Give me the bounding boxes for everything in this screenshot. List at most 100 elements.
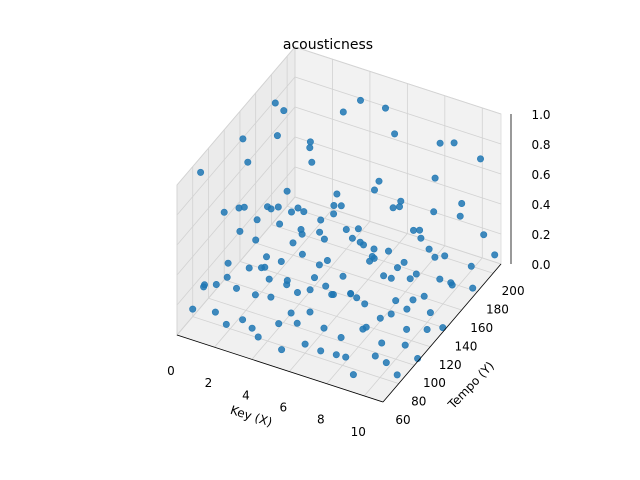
data-point: [476, 155, 484, 163]
data-point: [430, 208, 438, 216]
data-point: [236, 227, 244, 235]
data-point: [412, 270, 420, 278]
data-point: [425, 245, 433, 253]
data-point: [239, 316, 247, 324]
data-point: [431, 253, 439, 261]
data-point: [491, 251, 499, 259]
data-point: [417, 234, 425, 242]
data-point: [361, 300, 369, 308]
data-point: [220, 208, 228, 216]
data-point: [298, 250, 306, 258]
axes-panes: [176, 45, 502, 403]
data-point: [332, 351, 340, 359]
data-point: [306, 138, 314, 146]
x-axis-label: Key (X): [229, 403, 274, 430]
data-point: [308, 158, 316, 166]
data-point: [276, 220, 284, 228]
data-point: [384, 247, 392, 255]
data-point: [267, 293, 275, 301]
data-point: [416, 226, 424, 234]
y-tick-label: 140: [454, 339, 477, 353]
data-point: [387, 310, 395, 318]
data-point: [467, 262, 475, 270]
data-point: [339, 272, 347, 280]
data-point: [469, 284, 477, 292]
data-point: [401, 341, 409, 349]
y-tick-label: 80: [411, 395, 426, 409]
data-point: [300, 208, 308, 216]
data-point: [211, 308, 219, 316]
data-point: [306, 286, 314, 294]
data-point: [293, 319, 301, 327]
data-point: [439, 324, 447, 332]
x-tick-label: 8: [317, 413, 325, 427]
data-point: [271, 99, 279, 107]
data-points: [189, 96, 499, 379]
z-grid-line: [176, 76, 502, 216]
data-point: [248, 324, 256, 332]
axis-lines: [176, 114, 512, 403]
data-point: [397, 197, 405, 205]
data-point: [333, 190, 341, 198]
data-point: [431, 174, 439, 182]
data-point: [409, 226, 417, 234]
z-grid-line: [176, 106, 502, 246]
x-axis-line: [176, 334, 384, 403]
data-point: [253, 216, 261, 224]
data-point: [403, 325, 411, 333]
data-point: [356, 238, 364, 246]
data-point: [353, 294, 361, 302]
data-point: [381, 104, 389, 112]
data-point: [323, 256, 331, 264]
data-point: [342, 226, 350, 234]
data-point: [240, 203, 248, 211]
data-point: [254, 333, 262, 341]
data-point: [223, 273, 231, 281]
z-tick-label: 0.6: [531, 168, 550, 182]
data-point: [244, 158, 252, 166]
data-point: [376, 314, 384, 322]
data-point: [348, 234, 356, 242]
data-point: [287, 208, 295, 216]
z-tick-label: 0.2: [531, 228, 550, 242]
data-point: [233, 284, 241, 292]
data-point: [393, 264, 401, 272]
data-point: [382, 359, 390, 367]
data-point: [347, 289, 355, 297]
data-point: [189, 305, 197, 313]
y-tick-label: 60: [395, 413, 410, 427]
x-tick-label: 2: [205, 376, 213, 390]
data-point: [317, 216, 325, 224]
data-point: [222, 320, 230, 328]
data-point: [448, 281, 456, 289]
data-point: [322, 282, 330, 290]
data-point: [409, 296, 417, 304]
data-point: [354, 225, 362, 233]
data-point: [278, 346, 286, 354]
data-point: [239, 135, 247, 143]
data-point: [293, 288, 301, 296]
z-grid-line: [176, 136, 502, 276]
data-point: [337, 333, 345, 341]
y-tick-label: 120: [439, 358, 462, 372]
data-point: [316, 228, 324, 236]
data-point: [274, 203, 282, 211]
data-point: [306, 308, 314, 316]
data-point: [436, 139, 444, 147]
y-tick-label: 180: [486, 303, 509, 317]
data-point: [426, 309, 434, 317]
data-point: [262, 253, 270, 261]
data-point: [392, 297, 400, 305]
data-point: [380, 272, 388, 280]
data-point: [310, 274, 318, 282]
x-tick-label: 4: [242, 388, 250, 402]
data-point: [400, 258, 408, 266]
data-point: [320, 235, 328, 243]
data-point: [273, 132, 281, 140]
data-point: [283, 276, 291, 284]
z-grid-line: [176, 196, 502, 336]
data-point: [289, 239, 297, 247]
data-point: [368, 253, 376, 261]
